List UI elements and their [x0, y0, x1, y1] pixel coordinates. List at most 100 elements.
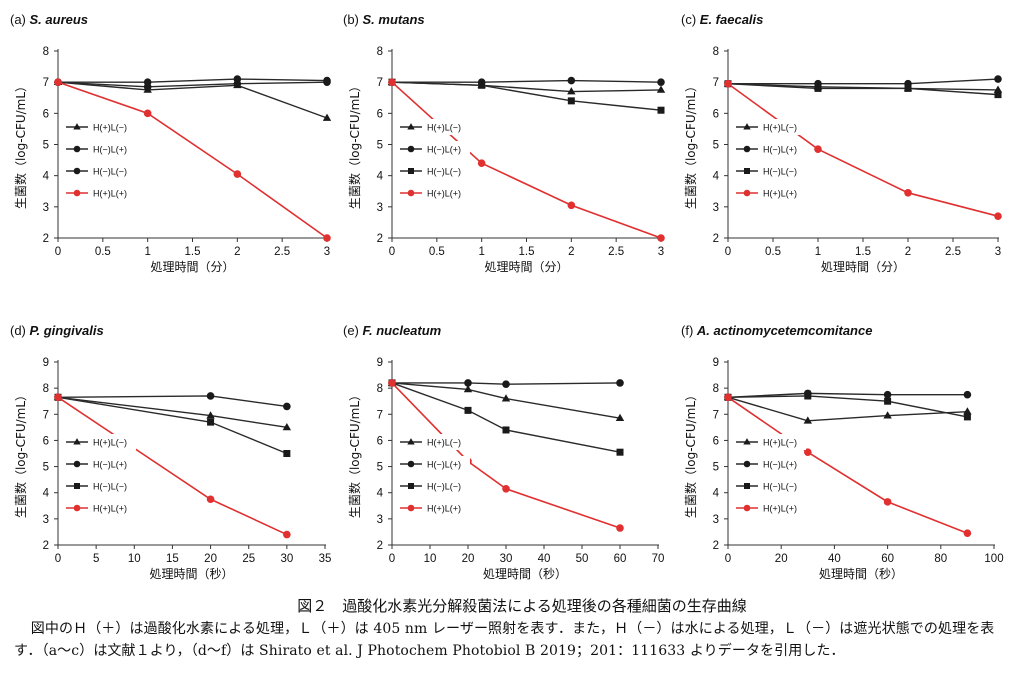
data-point [616, 448, 624, 456]
panel-label: (d) [10, 323, 30, 338]
legend-background [734, 185, 806, 201]
legend-background [398, 119, 470, 135]
data-point [993, 85, 1003, 93]
legend-background [64, 434, 136, 450]
y-tick-label: 6 [43, 108, 49, 120]
data-point [883, 390, 892, 399]
y-axis-label: 生菌数（log-CFU/mL） [683, 389, 698, 518]
data-point [54, 393, 62, 402]
legend-marker [73, 504, 81, 512]
x-tick-label: 1.5 [855, 246, 871, 258]
y-tick-label: 2 [43, 540, 49, 552]
legend-entry: H(−)L(−) [734, 478, 806, 494]
series-line [391, 81, 662, 111]
data-point [54, 78, 62, 86]
data-point [883, 411, 892, 419]
y-tick-label: 2 [377, 233, 383, 245]
data-point [388, 379, 396, 387]
x-tick-label: 40 [538, 553, 551, 565]
legend-marker [743, 145, 751, 153]
legend-label: H(+)L(−) [427, 438, 461, 448]
y-tick-label: 6 [713, 108, 719, 120]
x-tick-label: 0.5 [429, 246, 445, 258]
series-line [727, 396, 968, 422]
x-tick-label: 5 [93, 553, 99, 565]
series-4 [388, 78, 665, 242]
x-axis-label: 処理時間（秒） [483, 567, 567, 581]
legend-marker [73, 438, 81, 445]
legend-background [734, 119, 806, 135]
y-tick-label: 8 [377, 46, 383, 58]
x-tick-label: 10 [424, 553, 437, 565]
y-tick-label: 5 [713, 140, 719, 152]
legend-background [734, 478, 806, 494]
legend-entry: H(+)L(+) [64, 185, 136, 201]
x-tick-label: 0 [725, 553, 731, 565]
y-axis-label: 生菌数（log-CFU/mL） [347, 80, 362, 209]
series-2 [388, 379, 624, 389]
y-tick-label: 7 [43, 77, 49, 89]
legend-background [398, 500, 470, 516]
data-point [282, 422, 292, 431]
y-axis-label: 生菌数（log-CFU/mL） [347, 389, 362, 518]
data-point [615, 413, 625, 422]
legend-background [64, 141, 136, 157]
legend-label: H(+)L(−) [763, 123, 797, 133]
y-tick-label: 9 [43, 357, 49, 369]
legend-entry: H(+)L(−) [64, 119, 136, 135]
x-tick-label: 35 [319, 553, 332, 565]
x-tick-label: 2.5 [608, 246, 624, 258]
series-line [727, 392, 968, 398]
data-point [657, 78, 665, 86]
data-point [283, 402, 291, 411]
data-point [963, 413, 971, 421]
data-point [616, 524, 624, 532]
legend-entry: H(+)L(−) [734, 119, 806, 135]
legend-background [64, 500, 136, 516]
data-point [143, 109, 152, 118]
data-point [207, 418, 215, 426]
y-tick-label: 4 [377, 488, 384, 500]
series-line [392, 382, 621, 385]
x-tick-label: 30 [280, 553, 293, 565]
legend-entry: H(−)L(−) [398, 163, 470, 179]
y-tick-label: 5 [377, 462, 383, 474]
x-axis-label: 処理時間（秒） [149, 567, 233, 581]
legend-entry: H(−)L(+) [64, 456, 136, 472]
x-tick-label: 3 [324, 246, 330, 258]
x-tick-label: 20 [775, 553, 788, 565]
panel-label: (b) [343, 12, 363, 27]
legend-marker [407, 145, 415, 153]
x-tick-label: 25 [242, 553, 255, 565]
series-line [727, 83, 999, 91]
legend-label: H(+)L(−) [763, 438, 797, 448]
legend-marker [744, 483, 750, 489]
data-point [567, 76, 576, 85]
x-tick-label: 2 [905, 246, 911, 258]
legend-label: H(−)L(−) [763, 167, 797, 177]
x-axis-label: 処理時間（分） [484, 260, 568, 274]
legend-entry: H(+)L(−) [734, 434, 806, 450]
y-tick-label: 2 [377, 540, 383, 552]
data-point [283, 530, 291, 539]
panel-label: (a) [10, 12, 30, 27]
y-tick-label: 8 [43, 46, 49, 58]
caption-title: 図２ 過酸化水素光分解殺菌法による処理後の各種細菌の生存曲線 [297, 597, 747, 615]
chart-title: (e) F. nucleatum [343, 323, 442, 338]
legend-marker [743, 123, 751, 130]
data-point [388, 78, 396, 86]
legend-marker [408, 168, 414, 174]
x-tick-label: 80 [934, 553, 947, 565]
species-name: F. nucleatum [363, 323, 442, 338]
y-tick-label: 8 [713, 46, 719, 58]
legend-entry: H(+)L(+) [398, 500, 470, 516]
x-axis-label: 処理時間（分） [150, 260, 234, 274]
x-tick-label: 3 [658, 246, 664, 258]
data-point [567, 97, 575, 105]
x-tick-label: 30 [500, 553, 513, 565]
x-tick-label: 40 [828, 553, 841, 565]
data-point [963, 529, 972, 538]
legend-entry: H(+)L(+) [734, 500, 806, 516]
series-line [727, 83, 999, 217]
legend-entry: H(+)L(+) [398, 185, 470, 201]
